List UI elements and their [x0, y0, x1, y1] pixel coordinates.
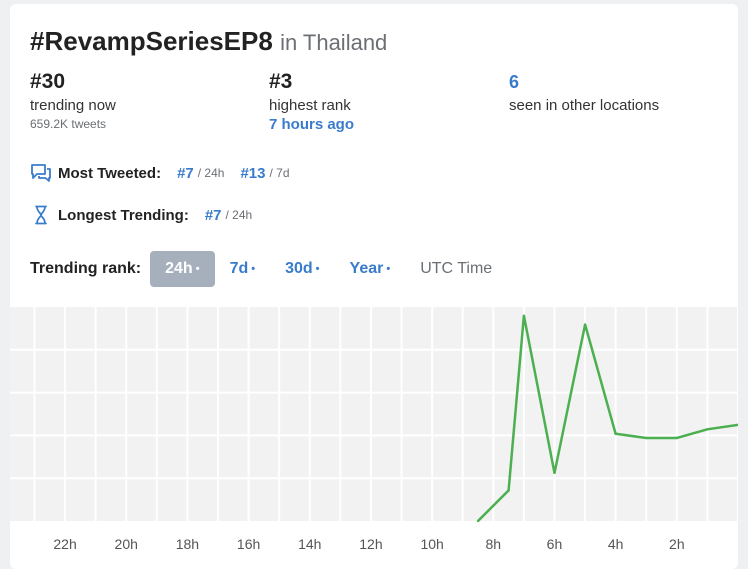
most-tweeted-7d-period: / 7d [269, 166, 290, 180]
rank-data-point [522, 314, 526, 317]
highest-rank: #3 [269, 70, 293, 93]
x-tick-label: 20h [115, 536, 138, 552]
trend-card: #RevampSeriesEP8 in Thailand #30 trendin… [10, 4, 738, 569]
rank-data-point [507, 489, 510, 492]
rank-data-point [706, 428, 709, 431]
longest-trending-24h-link[interactable]: #7 [204, 206, 222, 224]
rank-data-point [553, 471, 556, 475]
stat-other-locations: 6 seen in other locations [509, 70, 659, 114]
other-locations-label: seen in other locations [509, 97, 660, 114]
x-tick-label: 22h [53, 536, 76, 552]
x-tick-label: 10h [420, 536, 443, 552]
other-locations-count-link[interactable]: 6 [509, 72, 520, 92]
x-tick-label: 4h [608, 536, 624, 552]
x-tick-label: 2h [669, 536, 685, 552]
utc-time-toggle[interactable]: UTC Time [420, 260, 493, 277]
most-tweeted-row: Most Tweeted: #7 / 24h #13 / 7d [30, 162, 306, 184]
trending-rank-chart: 22h 20h 18h 16h 14h 12h 10h 8h 6h 4h 2h [10, 307, 738, 552]
rank-data-point [645, 436, 648, 440]
longest-trending-row: Longest Trending: #7 / 24h [30, 204, 268, 226]
tab-24h[interactable]: 24h • [150, 251, 215, 287]
trending-rank-tabs: Trending rank: 24h • 7d • 30d • Year • UTC T… [30, 251, 507, 287]
x-tick-label: 18h [176, 536, 199, 552]
tab-30d[interactable]: 30d • [285, 260, 320, 277]
most-tweeted-7d-link[interactable]: #13 [240, 164, 266, 182]
current-rank-label: trending now [30, 97, 116, 114]
most-tweeted-24h-link[interactable]: #7 [177, 164, 194, 182]
current-rank: #30 [30, 70, 66, 93]
rank-data-point [675, 436, 679, 440]
most-tweeted-24h-period: / 24h [197, 166, 225, 180]
rank-data-point [736, 423, 738, 427]
x-tick-label: 16h [237, 536, 260, 552]
stat-trending-now: #30 trending now 659.2K tweets [30, 70, 116, 131]
rank-data-point [583, 323, 587, 326]
location-label: in Thailand [280, 30, 388, 55]
tab-7d[interactable]: 7d • [229, 260, 256, 277]
chat-bubbles-icon [30, 162, 52, 184]
x-tick-label: 8h [486, 536, 502, 552]
chart-plot-area [10, 307, 738, 521]
x-tick-label: 12h [359, 536, 382, 552]
tab-year[interactable]: Year • [349, 260, 391, 277]
hashtag-title[interactable]: #RevampSeriesEP8 [30, 26, 273, 56]
most-tweeted-label: Most Tweeted: [58, 164, 162, 182]
rank-series-line [477, 315, 738, 522]
x-tick-label: 14h [298, 536, 321, 552]
page-title: #RevampSeriesEP8 in Thailand [30, 26, 387, 57]
trending-rank-label: Trending rank: [30, 260, 142, 277]
highest-rank-time-link[interactable]: 7 hours ago [269, 116, 355, 133]
longest-trending-24h-period: / 24h [225, 208, 253, 222]
x-tick-label: 6h [547, 536, 563, 552]
longest-trending-label: Longest Trending: [58, 206, 189, 224]
rank-data-point [476, 519, 480, 523]
highest-rank-label: highest rank [269, 97, 351, 114]
tweet-count: 659.2K tweets [30, 117, 107, 131]
rank-data-point [614, 432, 617, 435]
hourglass-icon [30, 204, 52, 226]
stat-highest-rank: #3 highest rank 7 hours ago [269, 70, 354, 133]
